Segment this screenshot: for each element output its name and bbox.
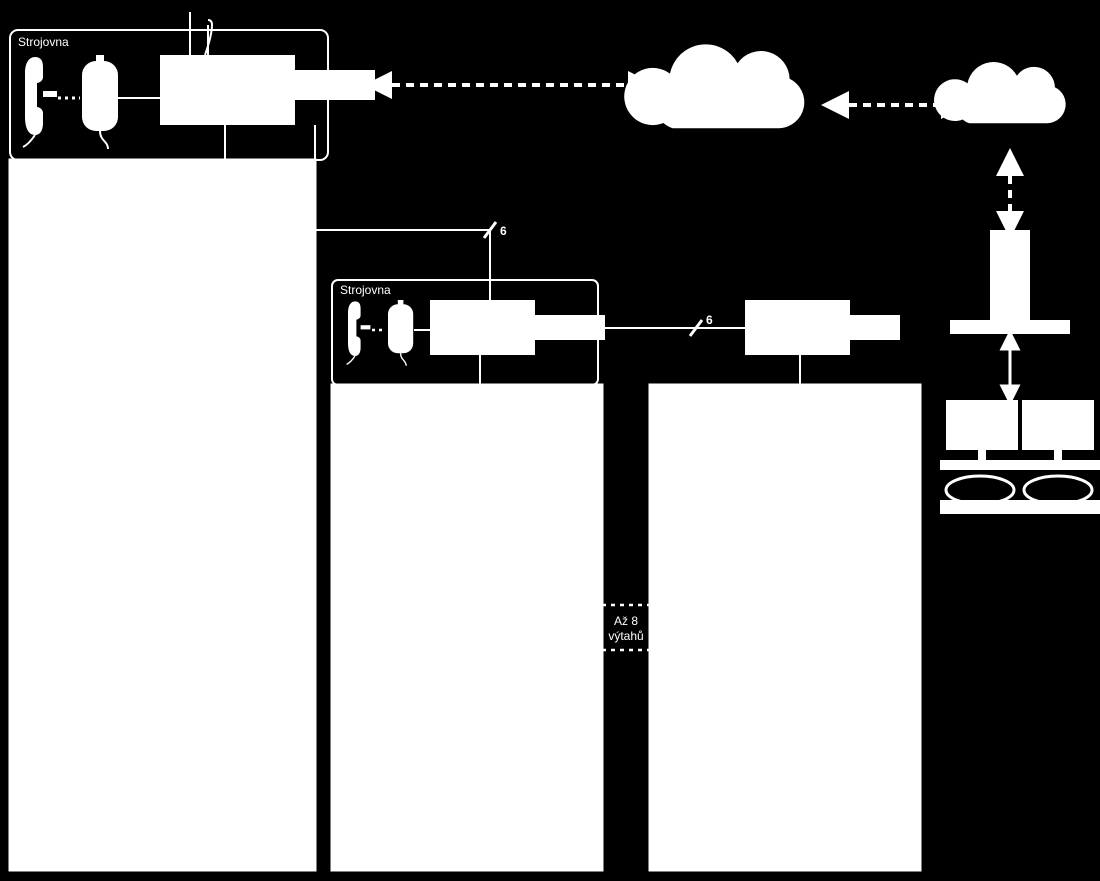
gateway-unit-1: [160, 55, 295, 125]
bus-count-1: 6: [500, 224, 507, 238]
elevator-shaft-2: [332, 385, 602, 870]
gateway-unit-3: [745, 300, 850, 355]
elevator-shaft-1: [10, 160, 315, 870]
mid-label-line2: výtahů: [608, 629, 643, 643]
machine-room-2-label: Strojovna: [340, 283, 391, 297]
diagram-root: Strojovna Strojovna: [0, 0, 1100, 881]
mid-label-line1: Až 8: [614, 614, 638, 628]
gateway-unit-1-port: [295, 70, 375, 100]
bus-count-2: 6: [706, 313, 713, 327]
machine-room-1-label: Strojovna: [18, 35, 69, 49]
gateway-unit-2-port: [535, 315, 605, 340]
elevator-shaft-3: [650, 385, 920, 870]
gateway-unit-2: [430, 300, 535, 355]
gateway-unit-3-port: [850, 315, 900, 340]
